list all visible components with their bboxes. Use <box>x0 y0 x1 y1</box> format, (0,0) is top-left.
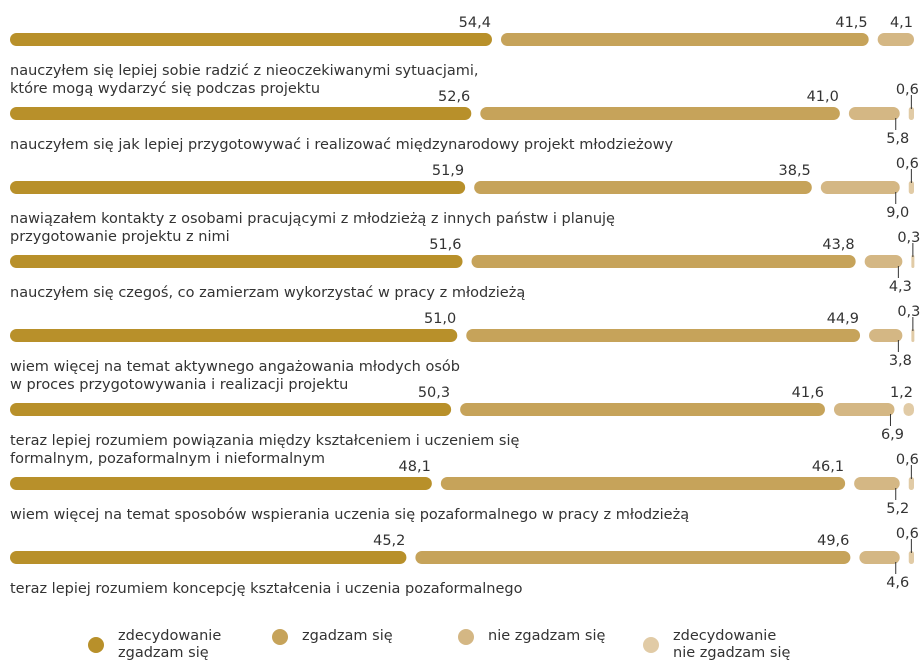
bar-segment-disagree <box>848 107 900 120</box>
legend-item-disagree: nie zgadzam się <box>458 628 605 645</box>
bar-segment-agree <box>466 329 861 342</box>
bar-segment-strongly-agree <box>10 477 432 490</box>
bar-segment-agree <box>471 255 856 268</box>
value-label-disagree: 4,6 <box>886 575 909 591</box>
value-label-strongly-agree: 51,0 <box>424 311 456 327</box>
value-label-disagree: 6,9 <box>881 427 904 443</box>
value-label-strongly-agree: 52,6 <box>438 89 470 105</box>
value-label-agree: 43,8 <box>822 237 854 253</box>
value-label-agree: 41,0 <box>807 89 839 105</box>
category-label: teraz lepiej rozumiem koncepcję kształce… <box>10 581 523 597</box>
value-label-agree: 46,1 <box>812 459 844 475</box>
value-label-strongly-agree: 45,2 <box>373 533 405 549</box>
legend-label-disagree: nie zgadzam się <box>488 628 606 644</box>
value-label-disagree: 4,3 <box>889 279 912 295</box>
value-label-agree: 49,6 <box>817 533 849 549</box>
bar-segment-disagree <box>854 477 900 490</box>
bar-segment-strongly-disagree <box>908 477 914 490</box>
bar-row-3: 51,9 38,5 9,0 0,6 nawiązałem kontakty z osob… <box>10 156 919 245</box>
bar-segment-strongly-disagree <box>908 551 914 564</box>
bar-segment-disagree <box>820 181 900 194</box>
bar-segment-strongly-agree <box>10 181 466 194</box>
value-label-strongly-disagree: 0,6 <box>896 156 919 172</box>
value-label-disagree: 9,0 <box>886 205 909 221</box>
legend: zdecydowanie zgadzam się zgadzam się nie… <box>0 628 920 669</box>
value-label-strongly-disagree: 0,6 <box>896 526 919 542</box>
value-label-agree: 41,6 <box>792 385 824 401</box>
legend-swatch-disagree <box>458 628 474 645</box>
value-label-disagree: 5,2 <box>886 501 909 517</box>
bar-segment-agree <box>474 181 812 194</box>
value-label-disagree: 5,8 <box>886 131 909 147</box>
value-label-disagree: 4,1 <box>890 15 913 31</box>
legend-swatch-agree <box>272 628 288 645</box>
legend-label-strongly-disagree: zdecydowanie nie zgadzam się <box>673 628 791 661</box>
bar-segment-disagree <box>833 403 895 416</box>
bar-segment-strongly-disagree <box>911 255 915 268</box>
bar-segment-disagree <box>859 551 900 564</box>
category-label: wiem więcej na temat sposobów wspierania… <box>10 507 689 523</box>
value-label-strongly-disagree: 0,3 <box>897 230 920 246</box>
bar-segment-strongly-disagree <box>911 329 915 342</box>
value-label-disagree: 3,8 <box>889 353 912 369</box>
value-label-strongly-disagree: 1,2 <box>890 385 913 401</box>
value-label-strongly-agree: 51,9 <box>432 163 464 179</box>
category-label: nauczyłem się jak lepiej przygotowywać i… <box>10 137 673 153</box>
legend-swatch-strongly-disagree <box>643 637 659 653</box>
bar-segment-strongly-agree <box>10 551 407 564</box>
bar-row-4: 51,6 43,8 4,3 0,3 nauczyłem się czegoś, co z… <box>10 230 920 301</box>
value-label-strongly-agree: 54,4 <box>459 15 491 31</box>
bar-row-7: 48,1 46,1 5,2 0,6 wiem więcej na temat sposo… <box>10 452 919 523</box>
category-label: teraz lepiej rozumiem powiązania między … <box>10 433 519 467</box>
bar-row-1: 54,4 41,5 4,1 nauczyłem się lepiej sobie ra… <box>10 15 914 97</box>
value-label-strongly-agree: 51,6 <box>429 237 461 253</box>
value-label-strongly-agree: 50,3 <box>418 385 450 401</box>
legend-swatch-strongly-agree <box>88 637 104 653</box>
bar-row-5: 51,0 44,9 3,8 0,3 wiem więcej na temat aktyw… <box>10 304 920 393</box>
bar-row-2: 52,6 41,0 5,8 0,6 nauczyłem się jak lepiej p… <box>10 82 919 153</box>
bar-segment-agree <box>460 403 825 416</box>
legend-item-strongly-agree: zdecydowanie zgadzam się <box>88 628 221 662</box>
bar-segment-strongly-disagree <box>908 181 914 194</box>
category-label: wiem więcej na temat aktywnego angażowan… <box>10 359 460 393</box>
bar-segment-disagree <box>864 255 903 268</box>
bar-segment-disagree <box>869 329 903 342</box>
value-label-strongly-agree: 48,1 <box>399 459 431 475</box>
value-label-strongly-disagree: 0,6 <box>896 452 919 468</box>
bar-row-6: 50,3 41,6 6,9 1,2 teraz lepiej rozumiem powi… <box>10 385 914 467</box>
value-label-agree: 38,5 <box>779 163 811 179</box>
bar-segment-strongly-agree <box>10 107 472 120</box>
bar-segment-strongly-disagree <box>908 107 914 120</box>
category-label: nawiązałem kontakty z osobami pracującym… <box>10 211 615 245</box>
value-label-agree: 44,9 <box>827 311 859 327</box>
category-label: nauczyłem się lepiej sobie radzić z nieo… <box>10 63 479 97</box>
value-label-strongly-disagree: 0,6 <box>896 82 919 98</box>
legend-item-agree: zgadzam się <box>272 628 393 645</box>
legend-item-strongly-disagree: zdecydowanie nie zgadzam się <box>643 628 790 662</box>
bar-segment-strongly-agree <box>10 329 458 342</box>
value-label-strongly-disagree: 0,3 <box>897 304 920 320</box>
legend-label-agree: zgadzam się <box>302 628 393 644</box>
bar-segment-disagree <box>877 33 914 46</box>
bar-row-8: 45,2 49,6 4,6 0,6 teraz lepiej rozumiem konc… <box>10 526 919 597</box>
bar-segment-agree <box>500 33 869 46</box>
bar-segment-agree <box>440 477 846 490</box>
bar-segment-strongly-disagree <box>903 403 914 416</box>
legend-label-strongly-agree: zdecydowanie zgadzam się <box>118 628 222 661</box>
bar-segment-strongly-agree <box>10 33 492 46</box>
bar-segment-agree <box>415 551 851 564</box>
bar-segment-agree <box>480 107 840 120</box>
category-label: nauczyłem się czegoś, co zamierzam wykor… <box>10 285 525 301</box>
bar-segment-strongly-agree <box>10 403 452 416</box>
value-label-agree: 41,5 <box>835 15 867 31</box>
bar-segment-strongly-agree <box>10 255 463 268</box>
